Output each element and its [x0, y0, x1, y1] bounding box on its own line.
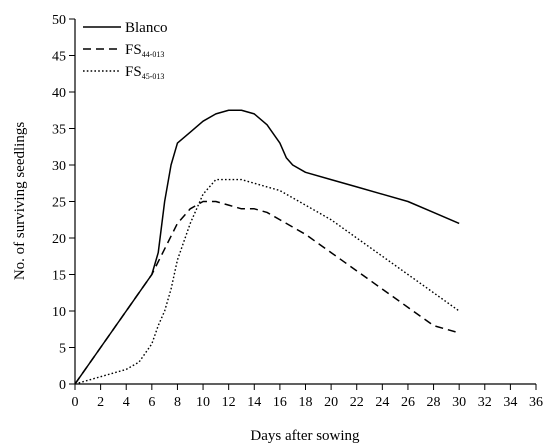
- x-tick-label: 12: [222, 395, 236, 410]
- x-tick-label: 34: [503, 395, 517, 410]
- x-tick-label: 26: [401, 395, 415, 410]
- x-ticks: 0 2 4 6 8 10 12 14 16 18 20 22 24 26 28 30 32 34 36: [72, 384, 543, 410]
- x-tick-label: 6: [148, 395, 155, 410]
- x-tick-label: 2: [97, 395, 104, 410]
- legend-label-subscript: 44-013: [142, 50, 165, 59]
- x-tick-label: 0: [72, 395, 79, 410]
- x-tick-label: 22: [350, 395, 364, 410]
- x-tick-label: 8: [174, 395, 181, 410]
- x-tick-label: 4: [123, 395, 130, 410]
- x-tick-label: 10: [196, 395, 210, 410]
- x-tick-label: 28: [427, 395, 441, 410]
- legend-label-main: FS: [125, 42, 142, 58]
- y-tick-label: 0: [59, 378, 66, 393]
- x-tick-label: 14: [247, 395, 261, 410]
- y-tick-label: 35: [52, 123, 66, 138]
- y-tick-label: 10: [52, 305, 66, 320]
- y-tick-label: 5: [59, 342, 66, 357]
- y-tick-label: 20: [52, 232, 66, 247]
- x-tick-label: 16: [273, 395, 287, 410]
- y-tick-label: 40: [52, 86, 66, 101]
- legend-label-main: Blanco: [125, 20, 168, 36]
- y-tick-label: 15: [52, 269, 66, 284]
- x-tick-label: 32: [478, 395, 492, 410]
- legend-label-1: FS44-013: [125, 42, 164, 59]
- series-line-2: [74, 178, 460, 385]
- x-tick-label: 30: [452, 395, 466, 410]
- legend-label-2: FS45-013: [125, 64, 164, 81]
- x-tick-label: 20: [324, 395, 338, 410]
- series-lines: [74, 109, 460, 385]
- y-tick-label: 30: [52, 159, 66, 174]
- legend-label-0: Blanco: [125, 20, 168, 36]
- legend-label-main: FS: [125, 64, 142, 80]
- legend-label-subscript: 45-013: [142, 72, 165, 81]
- x-tick-label: 36: [529, 395, 543, 410]
- x-tick-label: 24: [375, 395, 389, 410]
- y-ticks: 0 5 10 15 20 25 30 35 40 45 50: [52, 13, 75, 393]
- series-line-1: [74, 200, 460, 385]
- series-line-0: [74, 109, 460, 385]
- x-tick-label: 18: [299, 395, 313, 410]
- y-tick-label: 50: [52, 13, 66, 28]
- x-axis-title: Days after sowing: [250, 428, 360, 443]
- y-tick-label: 45: [52, 50, 66, 65]
- y-tick-label: 25: [52, 196, 66, 211]
- y-axis-title: No. of surviving seedlings: [12, 122, 28, 280]
